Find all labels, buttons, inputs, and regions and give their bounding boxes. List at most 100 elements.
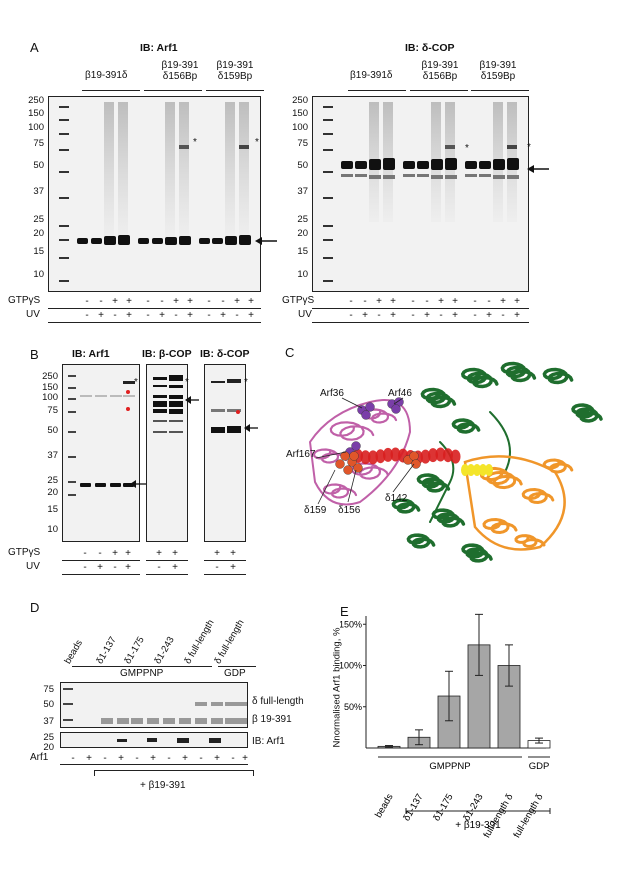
mw-marker: 20 <box>33 228 44 239</box>
uv-sign: - <box>235 310 239 321</box>
mw-marker: 15 <box>297 246 308 257</box>
gtp-sign: - <box>83 548 87 559</box>
uv-sign: - <box>83 562 87 573</box>
gtp-sign: - <box>98 548 102 559</box>
panel-b-delta-arrow-icon <box>244 424 258 432</box>
panel-a-right-arrow-icon <box>527 165 549 173</box>
x-category-label: full-length δ <box>482 792 516 840</box>
gtp-sign: - <box>363 296 367 307</box>
arf-sign: - <box>231 753 235 764</box>
panel-b-gtp-label: GTPγS <box>8 547 41 558</box>
panel-b-arf1-star: * <box>134 377 138 388</box>
uv-sign: - <box>501 310 505 321</box>
uv-sign: + <box>424 310 430 321</box>
y-tick-label: 150% <box>340 619 362 629</box>
uv-sign: - <box>157 562 161 573</box>
uv-sign: + <box>390 310 396 321</box>
mw-marker: 150 <box>292 108 308 119</box>
group-label-gdp: GDP <box>529 761 550 772</box>
arf-sign: + <box>86 753 92 764</box>
panel-a-right-title: IB: δ-COP <box>405 42 455 54</box>
panel-d-blot-arf1 <box>60 732 248 748</box>
panel-d-lane-label: δ full-length <box>212 617 247 666</box>
gtp-sign: - <box>221 296 225 307</box>
panel-b-delta-star: * <box>244 377 248 388</box>
panel-c-label-d156: δ156 <box>338 505 361 516</box>
panel-a-right-star: * <box>465 143 469 154</box>
panel-d-band-ib-arf1: IB: Arf1 <box>252 736 285 747</box>
panel-letter-e: E <box>340 604 349 619</box>
panel-d-lane-label: beads <box>62 638 85 666</box>
gtp-sign: + <box>112 296 118 307</box>
mw-marker: 37 <box>297 186 308 197</box>
mw-marker: 75 <box>297 138 308 149</box>
panel-b-red-dot <box>126 390 130 394</box>
uv-sign: + <box>126 310 132 321</box>
panel-d-gdp-label: GDP <box>224 668 246 679</box>
mw-marker: 37 <box>33 186 44 197</box>
mw-marker: 50 <box>297 160 308 171</box>
arf-sign: - <box>167 753 171 764</box>
mw-marker: 100 <box>292 122 308 133</box>
panel-letter-a: A <box>30 40 39 55</box>
uv-sign: + <box>97 562 103 573</box>
panel-a-left-star: * <box>193 137 197 148</box>
panel-d-arf1-label: Arf1 <box>30 752 49 763</box>
uv-sign: - <box>146 310 150 321</box>
gtp-sign: + <box>126 296 132 307</box>
gtp-sign: - <box>160 296 164 307</box>
arf-sign: - <box>71 753 75 764</box>
uv-sign: + <box>486 310 492 321</box>
panel-a-left-title: IB: Arf1 <box>140 42 178 54</box>
gtp-sign: - <box>99 296 103 307</box>
panel-b-title-delta-cop: IB: δ-COP <box>200 348 250 360</box>
mw-marker: 25 <box>47 475 58 486</box>
panel-letter-b: B <box>30 347 39 362</box>
panel-b-beta-star: * <box>185 377 189 388</box>
panel-a-right-group2: β19-391 δ156Bp <box>421 60 459 82</box>
gtp-sign: - <box>349 296 353 307</box>
panel-a-right-gtp-label: GTPγS <box>282 295 315 306</box>
mw-marker: 37 <box>47 450 58 461</box>
panel-d-mw-75: 75 <box>43 684 54 695</box>
mw-marker: 25 <box>297 214 308 225</box>
gtp-sign: + <box>125 548 131 559</box>
x-category-label: beads <box>373 792 396 820</box>
mw-marker: 50 <box>33 160 44 171</box>
mw-marker: 20 <box>297 228 308 239</box>
panel-a-right-star2: * <box>527 142 531 153</box>
uv-sign: + <box>98 310 104 321</box>
panel-a-left-uv-label: UV <box>26 309 40 320</box>
gtp-sign: + <box>187 296 193 307</box>
panel-a-right-group1: β19-391δ <box>350 70 393 81</box>
arf-sign: - <box>135 753 139 764</box>
panel-c-structure <box>308 361 603 563</box>
gtp-sign: - <box>207 296 211 307</box>
panel-d-lane-label: δ full-length <box>182 617 217 666</box>
gtp-sign: + <box>234 296 240 307</box>
uv-sign: - <box>113 310 117 321</box>
mw-marker: 100 <box>28 122 44 133</box>
gtp-sign: + <box>500 296 506 307</box>
uv-sign: - <box>377 310 381 321</box>
bracket-label: + β19-391 <box>455 820 501 831</box>
panel-b-title-arf1: IB: Arf1 <box>72 348 110 360</box>
gtp-sign: + <box>172 548 178 559</box>
panel-a-left-arrow-icon <box>255 237 277 245</box>
gtp-sign: - <box>473 296 477 307</box>
uv-sign: + <box>362 310 368 321</box>
group-label-gmppnp: GMPPNP <box>429 761 470 772</box>
gtp-sign: + <box>452 296 458 307</box>
panel-a-left-group2: β19-391 δ156Bp <box>161 60 199 82</box>
mw-marker: 20 <box>47 487 58 498</box>
uv-sign: - <box>439 310 443 321</box>
panel-a-right-blot <box>312 96 529 292</box>
gtp-sign: + <box>514 296 520 307</box>
gtp-sign: - <box>85 296 89 307</box>
mw-marker: 250 <box>292 95 308 106</box>
panel-a-right-group3: β19-391 δ159Bp <box>479 60 517 82</box>
uv-sign: + <box>187 310 193 321</box>
uv-sign: + <box>172 562 178 573</box>
gtp-sign: - <box>146 296 150 307</box>
panel-b-blot-delta-cop <box>204 364 246 542</box>
